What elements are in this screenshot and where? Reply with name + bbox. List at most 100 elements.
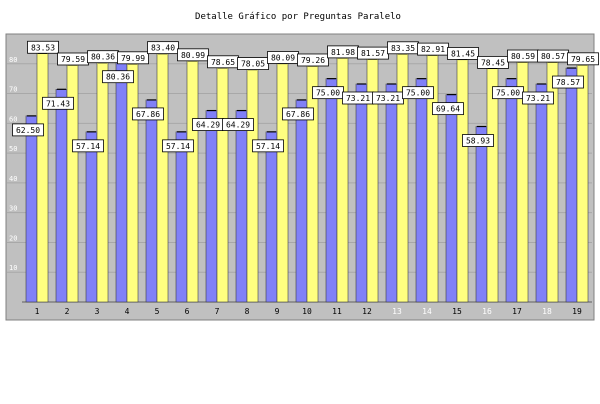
x-tick-label: 6 [185,307,190,316]
bar-series-2 [96,62,109,303]
data-label: 79.99 [121,54,145,63]
data-label: 73.21 [526,94,550,103]
data-label: 80.36 [91,53,115,62]
bar-series-1 [265,131,278,303]
bar-series-1 [175,131,188,303]
bar-series-1 [145,99,158,303]
bar-series-2 [186,60,199,303]
data-label: 81.45 [451,49,475,58]
data-label: 75.00 [406,89,430,98]
data-label: 75.00 [316,89,340,98]
x-tick-label: 5 [155,307,160,316]
data-label: 58.93 [466,137,490,146]
data-label-box [252,139,284,153]
y-tick-label: 20 [9,234,17,242]
data-label-box [12,123,44,137]
bar-series-2 [246,69,259,303]
data-label: 78.57 [556,78,580,87]
x-tick-label: 7 [215,307,220,316]
data-label: 80.99 [181,51,205,60]
bars-layer [25,52,589,303]
data-label: 78.65 [211,58,235,67]
data-label-box [282,107,314,121]
data-label-box [462,134,494,147]
x-tick-label: 14 [422,307,432,316]
x-tick-label: 4 [125,307,130,316]
x-tick-label: 8 [245,307,250,316]
data-label: 83.40 [151,44,175,53]
data-label: 79.26 [301,56,325,65]
data-label: 67.86 [136,110,160,119]
x-tick-label: 9 [275,307,280,316]
bar-series-1 [565,67,578,303]
x-tick-label: 13 [392,307,402,316]
data-label: 62.50 [16,126,40,135]
bar-series-1 [445,94,458,303]
bar-series-1 [505,78,518,303]
data-label: 64.29 [226,121,250,130]
y-tick-label: 80 [9,56,17,64]
data-label: 71.43 [46,99,70,108]
data-label-box [117,51,149,65]
bar-series-2 [306,65,319,303]
labels-layer: 62.50 83.53 71.43 79.59 57.14 80.36 80.36 79.99… [12,40,599,153]
x-tick-label: 3 [95,307,100,316]
data-label-box [42,96,74,110]
data-label-box [222,118,254,131]
bar-series-1 [415,78,428,303]
x-tick-label: 18 [542,307,552,316]
bar-series-1 [535,83,548,303]
bar-series-1 [85,131,98,303]
data-label-box [552,75,584,89]
data-label: 79.59 [61,55,85,64]
y-tick-label: 10 [9,264,17,272]
data-label-box [447,47,479,60]
data-label-box [132,107,164,121]
data-label: 57.14 [76,142,100,151]
data-label: 83.53 [31,43,55,52]
y-tick-label: 30 [9,205,17,213]
bar-series-2 [486,68,499,303]
bar-series-1 [55,88,68,303]
y-tick-label: 40 [9,175,17,183]
data-label-box [147,41,179,55]
data-label: 78.45 [481,58,505,67]
data-label-box [432,102,464,116]
x-tick-label: 1 [35,307,40,316]
data-label: 80.59 [511,52,535,61]
data-label: 73.21 [376,94,400,103]
data-label: 80.36 [106,73,130,82]
data-label: 80.09 [271,54,295,63]
bar-series-1 [115,62,128,303]
data-label-box [522,91,554,105]
y-tick-label: 70 [9,86,17,94]
x-axis: 1 2 3 4 5 6 7 8 9 10 11 12 13 14 15 16 17 18 19 [35,307,582,316]
bar-series-2 [456,59,469,303]
bar-series-2 [216,67,229,303]
bar-series-1 [205,110,218,303]
x-tick-label: 11 [332,307,342,316]
data-label-box [162,139,194,153]
data-label-box [297,53,329,67]
data-label: 79.65 [571,55,595,64]
data-label-box [27,40,59,54]
data-label: 64.29 [196,121,220,130]
x-tick-label: 15 [452,307,462,316]
data-label: 67.86 [286,110,310,119]
bar-series-2 [126,63,139,303]
x-tick-label: 10 [302,307,312,316]
data-label: 80.57 [541,52,565,61]
bar-series-1 [235,110,248,303]
data-label-box [102,70,134,84]
bar-series-1 [325,78,338,303]
bar-series-1 [475,126,488,303]
y-tick-label: 50 [9,145,17,153]
data-label: 57.14 [256,142,280,151]
x-tick-label: 12 [362,307,372,316]
x-tick-label: 19 [572,307,582,316]
data-label: 81.98 [331,48,355,57]
bar-series-2 [156,53,169,303]
data-label: 81.57 [361,49,385,58]
